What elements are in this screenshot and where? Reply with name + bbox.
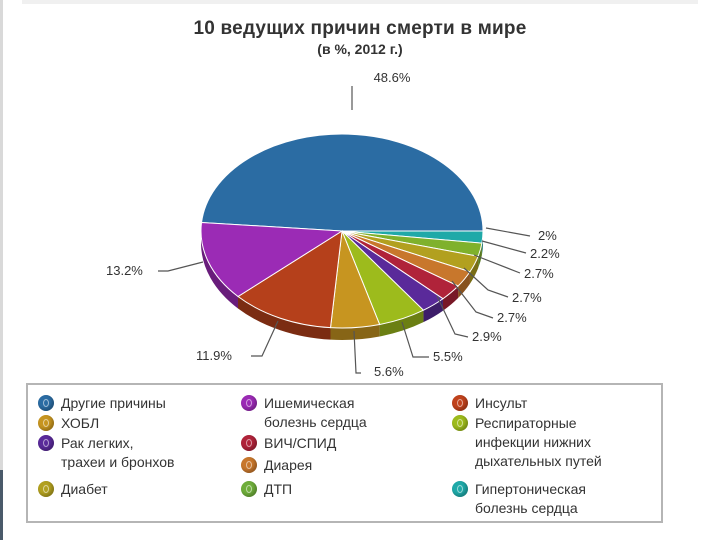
pie-slice-side xyxy=(481,231,483,256)
chart-subtitle: (в %, 2012 г.) xyxy=(317,41,403,57)
legend-swatch-icon xyxy=(241,395,257,411)
legend-swatch-icon xyxy=(241,481,257,497)
data-label: 2% xyxy=(538,228,557,243)
legend-label: Рак легких, трахеи и бронхов xyxy=(61,435,175,470)
data-label: 13.2% xyxy=(106,263,143,278)
legend-swatch-icon xyxy=(241,435,257,451)
data-label: 2.9% xyxy=(472,329,502,344)
pie-labels: 48.6% 2% 2.2% 2.7% 2.7% 2.7% 2.9% 5.5% 5.6% 11.9%… xyxy=(106,70,560,379)
leader-line xyxy=(473,254,521,274)
legend-swatch-icon xyxy=(38,415,54,431)
leader-line xyxy=(401,321,429,358)
legend-label: Диарея xyxy=(264,457,313,473)
pie-slices xyxy=(200,133,484,329)
legend-swatch-icon xyxy=(452,481,468,497)
data-label: 2.7% xyxy=(524,266,554,281)
legend-item: Гипертоническая болезнь сердца xyxy=(452,480,586,518)
pie-slice-side xyxy=(458,271,470,299)
pie-chart: 48.6% 2% 2.2% 2.7% 2.7% 2.7% 2.9% 5.5% 5.6% 11.9%… xyxy=(106,70,560,379)
slide-left-edge xyxy=(0,0,3,540)
legend-item: Инсульт xyxy=(452,394,527,413)
legend-label: Респираторные инфекции нижних дыхательны… xyxy=(475,415,602,469)
pie-slice-side xyxy=(469,256,479,284)
leader-line xyxy=(481,240,527,254)
legend-item: ДТП xyxy=(241,480,292,499)
data-label: 11.9% xyxy=(196,348,232,363)
legend-label: Диабет xyxy=(61,481,108,497)
pie-slice xyxy=(200,221,344,298)
legend-item: Респираторные инфекции нижних дыхательны… xyxy=(452,414,602,471)
leader-line xyxy=(251,320,279,357)
legend-label: Гипертоническая болезнь сердца xyxy=(475,481,586,516)
leader-line xyxy=(158,261,204,272)
data-label: 48.6% xyxy=(374,70,411,85)
leader-line xyxy=(436,295,469,338)
legend-item: Ишемическая болезнь сердца xyxy=(241,394,367,432)
pie-slice-side xyxy=(423,298,443,323)
legend-item: Рак легких, трахеи и бронхов xyxy=(38,434,174,472)
leader-line xyxy=(463,267,509,298)
pie-slice-side xyxy=(379,310,424,337)
legend-label: ВИЧ/СПИД xyxy=(264,435,337,451)
data-label: 5.6% xyxy=(374,364,404,379)
legend: Другие причины Ишемическая болезнь сердца… xyxy=(26,383,663,523)
legend-item: Диарея xyxy=(241,456,312,475)
legend-swatch-icon xyxy=(38,395,54,411)
legend-swatch-icon xyxy=(241,457,257,473)
slide-top-edge xyxy=(22,0,698,4)
slide-left-edge-accent xyxy=(0,470,3,540)
data-label: 2.7% xyxy=(512,290,542,305)
chart-title: 10 ведущих причин смерти в мире xyxy=(193,18,527,39)
legend-swatch-icon xyxy=(452,395,468,411)
data-label: 2.2% xyxy=(530,246,560,261)
legend-label: ДТП xyxy=(264,481,293,497)
pie-slice-side xyxy=(442,286,459,311)
legend-label: Другие причины xyxy=(61,395,166,411)
pie-slice xyxy=(200,133,484,232)
legend-item: ХОБЛ xyxy=(38,414,99,433)
leader-line xyxy=(353,330,361,374)
legend-item: Диабет xyxy=(38,480,108,499)
pie-slice xyxy=(237,230,343,329)
legend-swatch-icon xyxy=(38,435,54,451)
legend-item: ВИЧ/СПИД xyxy=(241,434,336,453)
pie-slice-side xyxy=(238,296,331,340)
data-label: 5.5% xyxy=(433,349,463,364)
legend-label: ХОБЛ xyxy=(61,415,100,431)
legend-swatch-icon xyxy=(38,481,54,497)
legend-item: Другие причины xyxy=(38,394,166,413)
data-label: 2.7% xyxy=(497,310,527,325)
leader-line xyxy=(451,280,494,319)
legend-swatch-icon xyxy=(452,415,468,431)
leader-line xyxy=(485,227,531,237)
legend-label: Инсульт xyxy=(475,395,528,411)
legend-label: Ишемическая болезнь сердца xyxy=(264,395,367,430)
